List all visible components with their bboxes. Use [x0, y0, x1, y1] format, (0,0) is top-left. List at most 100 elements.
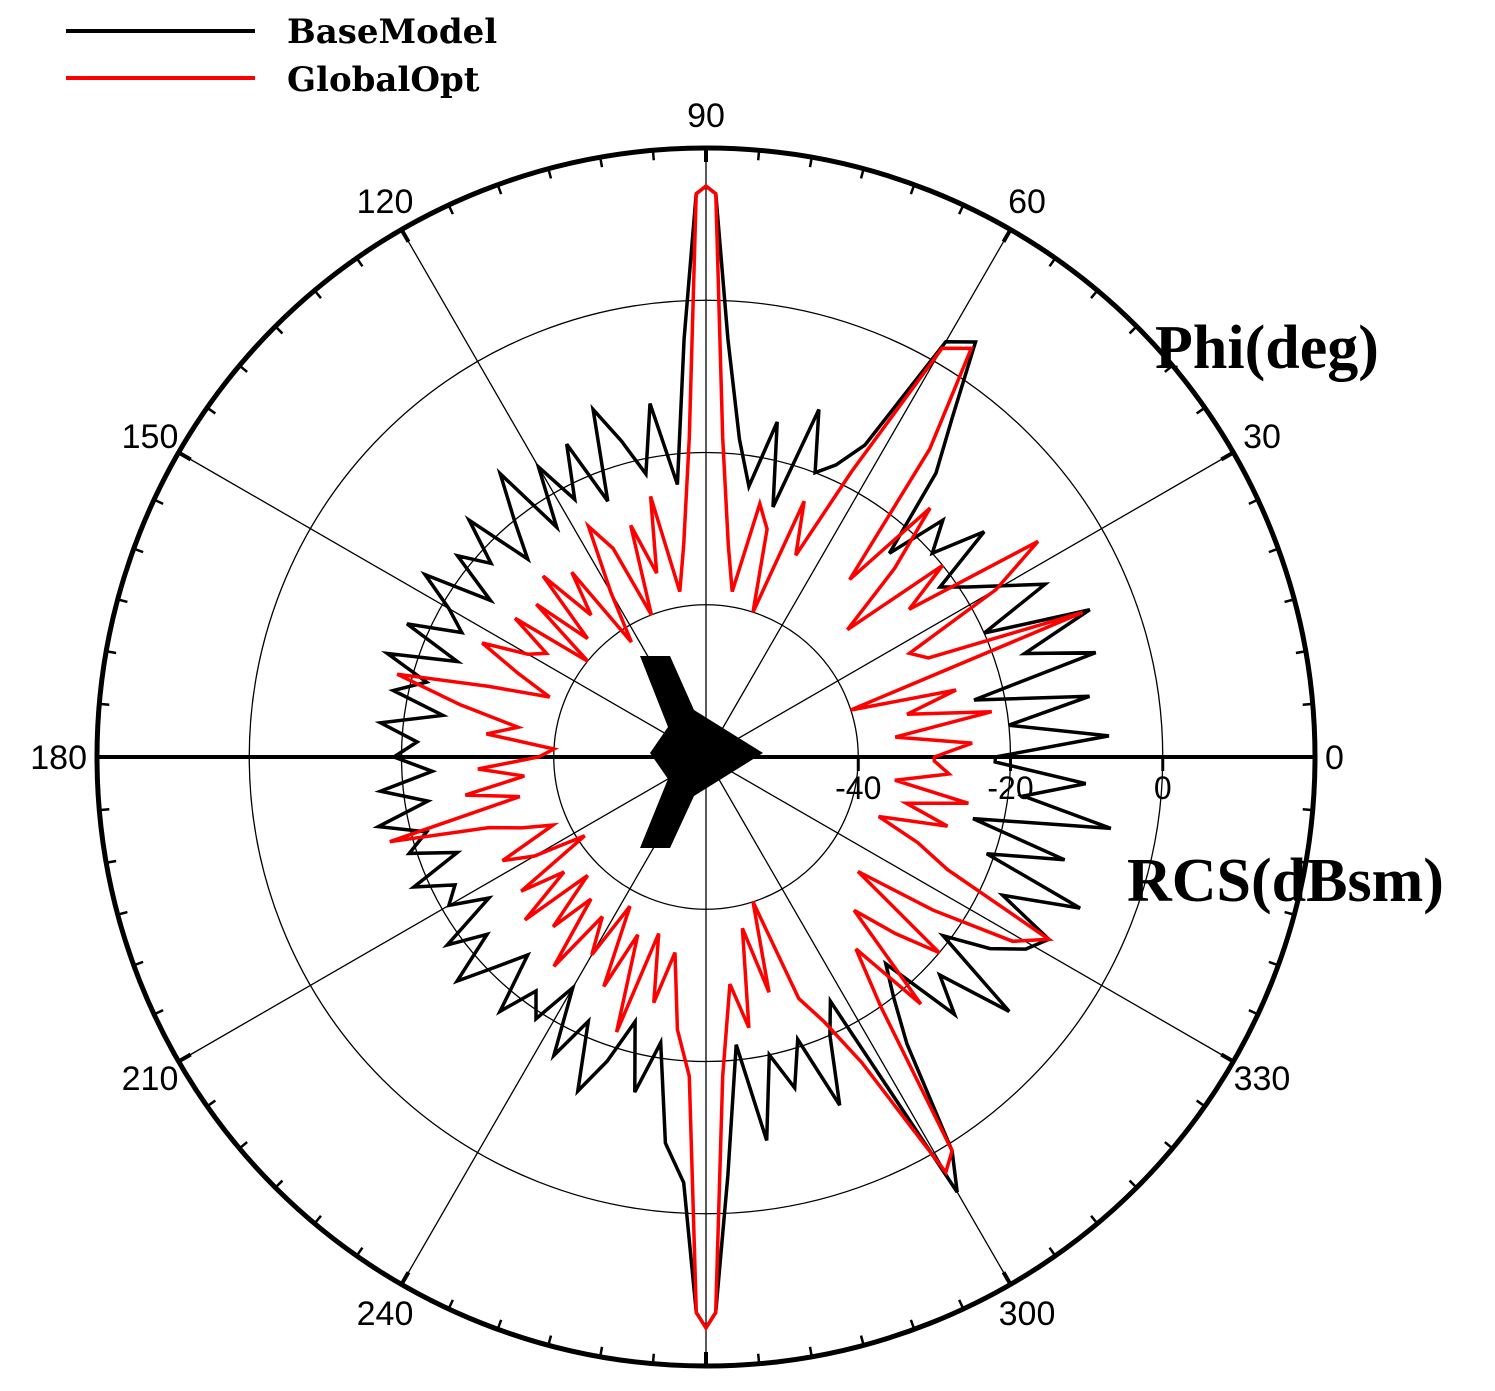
outer-tick-mark	[117, 598, 128, 604]
radial-tick-label: 0	[1154, 770, 1172, 806]
outer-tick-mark	[756, 1353, 761, 1364]
angle-tick-label: 120	[357, 183, 414, 221]
outer-tick-mark	[399, 228, 411, 243]
outer-tick-mark	[599, 1346, 604, 1357]
outer-tick-mark	[153, 1009, 164, 1016]
outer-tick-mark	[355, 1246, 364, 1257]
outer-tick-mark	[117, 910, 128, 916]
series-line-basemodel	[372, 183, 1112, 1332]
outer-tick-mark	[808, 1346, 813, 1357]
outer-tick-mark	[447, 204, 454, 215]
outer-tick-mark	[808, 157, 813, 168]
outer-tick-mark	[274, 325, 284, 335]
legend: BaseModel GlobalOpt	[66, 12, 497, 100]
outer-tick-mark	[238, 1141, 248, 1150]
outer-tick-mark	[1048, 1246, 1057, 1257]
outer-tick-mark	[1090, 289, 1099, 299]
series-line-globalopt	[389, 183, 1084, 1332]
outer-tick-mark	[106, 859, 117, 864]
angle-tick-label: 90	[687, 97, 725, 135]
outer-tick-mark	[1220, 1052, 1235, 1064]
outer-tick-mark	[859, 1335, 865, 1346]
angle-tick-label: 0	[1325, 739, 1344, 777]
grid-spoke	[705, 229, 1012, 758]
outer-tick-mark	[1195, 406, 1206, 415]
grid-spoke	[705, 756, 1012, 1285]
outer-tick-mark	[1090, 1215, 1099, 1225]
radial-tick-labels: -40 -20 0	[835, 770, 1172, 806]
radial-axis-title: RCS(dBsm)	[1127, 847, 1444, 915]
outer-tick-mark	[1302, 702, 1313, 707]
angle-tick-label: 330	[1234, 1060, 1291, 1098]
outer-tick-mark	[1295, 650, 1306, 655]
outer-tick-mark	[1248, 1009, 1259, 1016]
angle-tick-label: 240	[357, 1295, 414, 1333]
outer-tick-mark	[547, 1335, 553, 1346]
outer-tick-mark	[238, 364, 248, 373]
outer-tick-mark	[1302, 807, 1313, 812]
angle-tick-label: 150	[122, 418, 179, 456]
grid-spoke	[178, 451, 707, 758]
aircraft-model-silhouette	[640, 656, 763, 848]
outer-tick-mark	[651, 150, 656, 161]
outer-tick-mark	[958, 204, 965, 215]
outer-tick-mark	[106, 650, 117, 655]
outer-tick-mark	[177, 1052, 192, 1064]
outer-tick-mark	[1001, 228, 1013, 243]
outer-tick-mark	[355, 257, 364, 268]
outer-tick-mark	[909, 184, 916, 195]
legend-label-globalopt: GlobalOpt	[287, 60, 480, 100]
outer-tick-mark	[1284, 910, 1295, 916]
outer-tick-mark	[206, 1099, 217, 1108]
outer-tick-mark	[133, 960, 144, 967]
aircraft-planform-icon	[640, 656, 763, 848]
outer-tick-mark	[1164, 1141, 1174, 1150]
outer-tick-mark	[313, 289, 322, 299]
outer-tick-mark	[274, 1179, 284, 1189]
outer-tick-mark	[1268, 547, 1279, 554]
outer-tick-mark	[859, 168, 865, 179]
angle-tick-label: 60	[1008, 183, 1046, 221]
radial-tick-label: -40	[835, 770, 881, 806]
outer-tick-mark	[177, 450, 192, 462]
angle-tick-label: 210	[122, 1060, 179, 1098]
outer-tick-mark	[1295, 859, 1306, 864]
outer-tick-mark	[1195, 1099, 1206, 1108]
outer-tick-mark	[206, 406, 217, 415]
outer-tick-mark	[547, 168, 553, 179]
angle-tick-labels: 0 30 60 90 120 150 180 210 240 300 330	[30, 97, 1344, 1333]
outer-tick-mark	[496, 1319, 503, 1330]
outer-tick-mark	[1284, 598, 1295, 604]
outer-tick-mark	[1268, 960, 1279, 967]
grid-spoke	[705, 451, 1234, 758]
outer-tick-mark	[99, 807, 110, 812]
outer-tick-mark	[958, 1299, 965, 1310]
outer-tick-mark	[1001, 1271, 1013, 1286]
legend-label-basemodel: BaseModel	[287, 12, 497, 52]
angle-tick-label: 30	[1243, 418, 1281, 456]
outer-tick-mark	[153, 498, 164, 505]
angle-tick-label: 300	[999, 1295, 1056, 1333]
outer-tick-mark	[399, 1271, 411, 1286]
outer-tick-mark	[599, 157, 604, 168]
grid-spoke	[705, 756, 1234, 1063]
radial-tick-label: -20	[987, 770, 1033, 806]
outer-tick-mark	[313, 1215, 322, 1225]
outer-tick-mark	[447, 1299, 454, 1310]
angle-tick-label: 180	[30, 739, 87, 777]
angle-axis-title: Phi(deg)	[1155, 314, 1379, 382]
outer-tick-mark	[1164, 364, 1174, 373]
grid-spoke	[178, 756, 707, 1063]
outer-tick-mark	[1220, 450, 1235, 462]
outer-tick-mark	[756, 150, 761, 161]
outer-tick-mark	[909, 1319, 916, 1330]
outer-tick-mark	[1048, 257, 1057, 268]
series-layer	[372, 183, 1112, 1332]
outer-tick-mark	[1128, 1179, 1138, 1189]
outer-tick-mark	[133, 547, 144, 554]
outer-tick-mark	[496, 184, 503, 195]
outer-tick-mark	[651, 1353, 656, 1364]
outer-tick-mark	[1248, 498, 1259, 505]
outer-tick-mark	[99, 702, 110, 707]
